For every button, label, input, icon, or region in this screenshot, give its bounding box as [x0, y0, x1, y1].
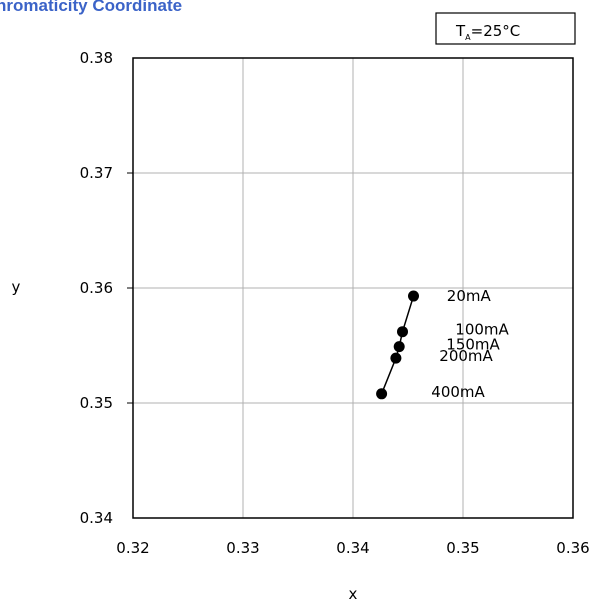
point-label: 400mA: [431, 383, 485, 401]
y-tick-label: 0.36: [80, 279, 113, 297]
data-points: [376, 290, 419, 400]
y-axis-label: y: [12, 278, 21, 296]
point-label: 100mA: [455, 321, 509, 339]
x-tick-label: 0.36: [556, 539, 589, 557]
condition-text: TA=25°C: [455, 22, 520, 42]
y-tick-label: 0.38: [80, 49, 113, 67]
point-label: 20mA: [447, 287, 492, 305]
x-tick-label: 0.32: [116, 539, 149, 557]
y-tick-label: 0.37: [80, 164, 113, 182]
condition-subscript: A: [465, 33, 471, 42]
data-point: [397, 326, 408, 338]
condition-value: =25°C: [471, 22, 521, 40]
y-tick-label: 0.34: [80, 509, 113, 527]
x-axis-label: x: [349, 585, 358, 602]
condition-symbol: T: [455, 22, 466, 40]
data-point: [390, 352, 402, 364]
point-label: 200mA: [439, 347, 493, 365]
tick-labels: 0.32 0.33 0.34 0.35 0.36 0.34 0.35 0.36 0.37 0.38: [80, 49, 590, 557]
chart-title: hromaticity Coordinate: [0, 0, 183, 15]
point-label: 150mA: [446, 336, 500, 354]
data-point: [408, 290, 419, 302]
x-tick-label: 0.35: [446, 539, 479, 557]
x-tick-label: 0.34: [336, 539, 369, 557]
y-tick-label: 0.35: [80, 394, 113, 412]
condition-box: TA=25°C: [435, 12, 576, 45]
grid-lines: [127, 58, 573, 518]
plot-area-frame: [132, 57, 574, 519]
data-point: [376, 388, 388, 400]
data-point: [393, 341, 405, 353]
x-tick-label: 0.33: [226, 539, 259, 557]
